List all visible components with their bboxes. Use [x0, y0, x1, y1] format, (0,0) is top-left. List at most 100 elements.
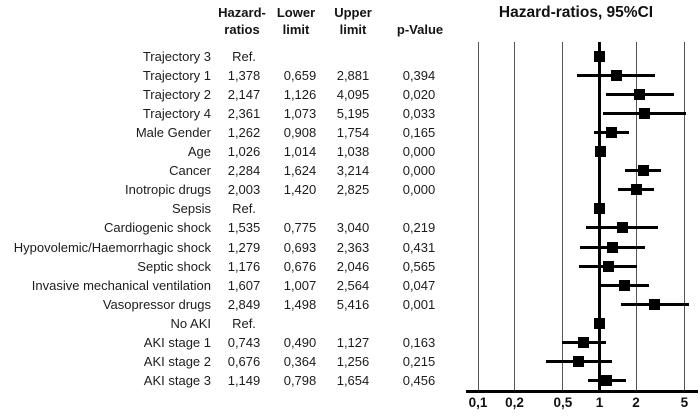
col-header-lower-limit-line1: Lower — [276, 5, 316, 20]
hr-marker — [602, 260, 614, 272]
col-header-hazard-ratios-line2: ratios — [224, 22, 260, 37]
hazard-ratio-value: 1,279 — [227, 239, 261, 255]
table-row: Cancer 2,284 1,624 3,214 0,000 — [0, 161, 462, 181]
upper-limit-value: 1,256 — [336, 354, 370, 370]
row-label: Cancer — [169, 163, 211, 179]
table-row: Age 1,026 1,014 1,038 0,000 — [0, 142, 462, 162]
reference-gridline — [598, 42, 601, 391]
x-tick-label: 2 — [632, 395, 640, 410]
hr-marker — [606, 126, 618, 138]
col-header-upper-limit: Upper limit — [326, 4, 380, 38]
col-header-lower-limit-line2: limit — [282, 22, 310, 37]
lower-limit-value: 1,498 — [283, 296, 317, 312]
hr-marker — [637, 165, 649, 177]
p-value: 0,565 — [402, 258, 436, 274]
row-label: Male Gender — [135, 124, 211, 140]
x-tick-label: 5 — [680, 395, 689, 410]
table-row: Cardiogenic shock 1,535 0,775 3,040 0,219 — [0, 218, 462, 238]
table-row: Vasopressor drugs 2,849 1,498 5,416 0,001 — [0, 295, 462, 315]
hr-marker — [616, 222, 628, 234]
table-row: Invasive mechanical ventilation 1,607 1,00… — [0, 276, 462, 296]
x-axis-line — [466, 390, 698, 393]
lower-limit-value: 0,676 — [283, 258, 317, 274]
table-row: Inotropic drugs 2,003 1,420 2,825 0,000 — [0, 180, 462, 200]
upper-limit-value: 1,127 — [336, 335, 370, 350]
hazard-ratio-value: 0,676 — [227, 354, 261, 370]
p-value: 0,000 — [402, 144, 436, 159]
hazard-ratio-value: Ref. — [232, 201, 256, 217]
row-label: Trajectory 3 — [142, 48, 211, 64]
row-label: Invasive mechanical ventilation — [31, 277, 211, 293]
table-row: AKI stage 1 0,743 0,490 1,127 0,163 — [0, 333, 462, 353]
lower-limit-value: 1,014 — [283, 144, 317, 159]
table-row: Sepsis Ref. — [0, 199, 462, 219]
hazard-ratio-value: Ref. — [232, 315, 256, 331]
upper-limit-value: 2,564 — [336, 277, 370, 293]
x-gridline — [514, 42, 516, 391]
table-row: Trajectory 2 2,147 1,126 4,095 0,020 — [0, 85, 462, 105]
hr-marker — [594, 317, 605, 329]
x-tick-label: 0,5 — [553, 395, 573, 410]
x-gridline — [562, 42, 564, 391]
col-header-hazard-ratios-line1: Hazard- — [218, 5, 266, 20]
row-label: Age — [187, 144, 211, 159]
hr-marker — [606, 241, 618, 253]
hazard-ratio-value: Ref. — [232, 48, 256, 64]
p-value: 0,456 — [402, 373, 436, 389]
hr-marker — [619, 279, 631, 291]
upper-limit-value: 1,754 — [336, 124, 370, 140]
table-row: No AKI Ref. — [0, 314, 462, 334]
lower-limit-value: 1,126 — [283, 86, 317, 102]
col-header-lower-limit: Lower limit — [266, 4, 326, 38]
x-tick-label: 0,2 — [505, 395, 524, 410]
p-value: 0,001 — [402, 296, 436, 312]
lower-limit-value: 1,420 — [283, 182, 317, 198]
row-label: Hypovolemic/Haemorrhagic shock — [13, 239, 211, 255]
hr-marker — [595, 146, 607, 158]
hr-marker — [634, 88, 646, 100]
hazard-ratio-value: 2,361 — [227, 105, 261, 121]
hr-marker — [610, 69, 622, 81]
row-label: Sepsis — [171, 201, 211, 217]
row-label: AKI stage 2 — [143, 354, 211, 370]
p-value: 0,431 — [402, 239, 436, 255]
hazard-ratio-value: 0,743 — [227, 335, 261, 350]
hazard-ratio-value: 1,535 — [227, 220, 261, 236]
hr-marker — [630, 184, 642, 196]
p-value — [376, 47, 462, 67]
row-label: Trajectory 1 — [142, 67, 211, 83]
hr-marker — [649, 298, 661, 310]
hr-marker — [639, 107, 651, 119]
row-label: AKI stage 3 — [143, 373, 211, 389]
lower-limit-value: 0,490 — [283, 335, 317, 350]
hr-marker — [601, 375, 613, 387]
table-row: Hypovolemic/Haemorrhagic shock 1,279 0,693… — [0, 238, 462, 258]
col-header-hazard-ratios: Hazard- ratios — [214, 4, 270, 38]
p-value: 0,000 — [402, 163, 436, 179]
hazard-ratio-value: 1,607 — [227, 277, 261, 293]
table-row: AKI stage 3 1,149 0,798 1,654 0,456 — [0, 371, 462, 391]
upper-limit-value: 1,654 — [336, 373, 370, 389]
row-label: Trajectory 2 — [142, 86, 211, 102]
lower-limit-value — [270, 47, 330, 67]
col-header-upper-limit-line2: limit — [339, 22, 367, 37]
upper-limit-value: 1,038 — [336, 144, 370, 159]
table-row: Trajectory 3 Ref. — [0, 47, 462, 67]
lower-limit-value: 0,775 — [283, 220, 317, 236]
upper-limit-value: 5,416 — [336, 296, 370, 312]
row-label: No AKI — [170, 315, 211, 331]
lower-limit-value — [270, 314, 330, 334]
plot-title: Hazard-ratios, 95%CI — [498, 4, 654, 21]
p-value: 0,165 — [402, 124, 436, 140]
table-row: AKI stage 2 0,676 0,364 1,256 0,215 — [0, 352, 462, 372]
upper-limit-value: 2,881 — [336, 67, 370, 83]
hr-marker — [573, 356, 585, 368]
lower-limit-value: 0,798 — [283, 373, 317, 389]
p-value: 0,033 — [402, 105, 436, 121]
upper-limit-value: 3,214 — [336, 163, 370, 179]
upper-limit-value: 3,040 — [336, 220, 370, 236]
upper-limit-value: 5,195 — [336, 105, 370, 121]
hr-marker — [578, 337, 590, 349]
lower-limit-value: 0,908 — [283, 124, 317, 140]
p-value: 0,163 — [402, 335, 436, 350]
